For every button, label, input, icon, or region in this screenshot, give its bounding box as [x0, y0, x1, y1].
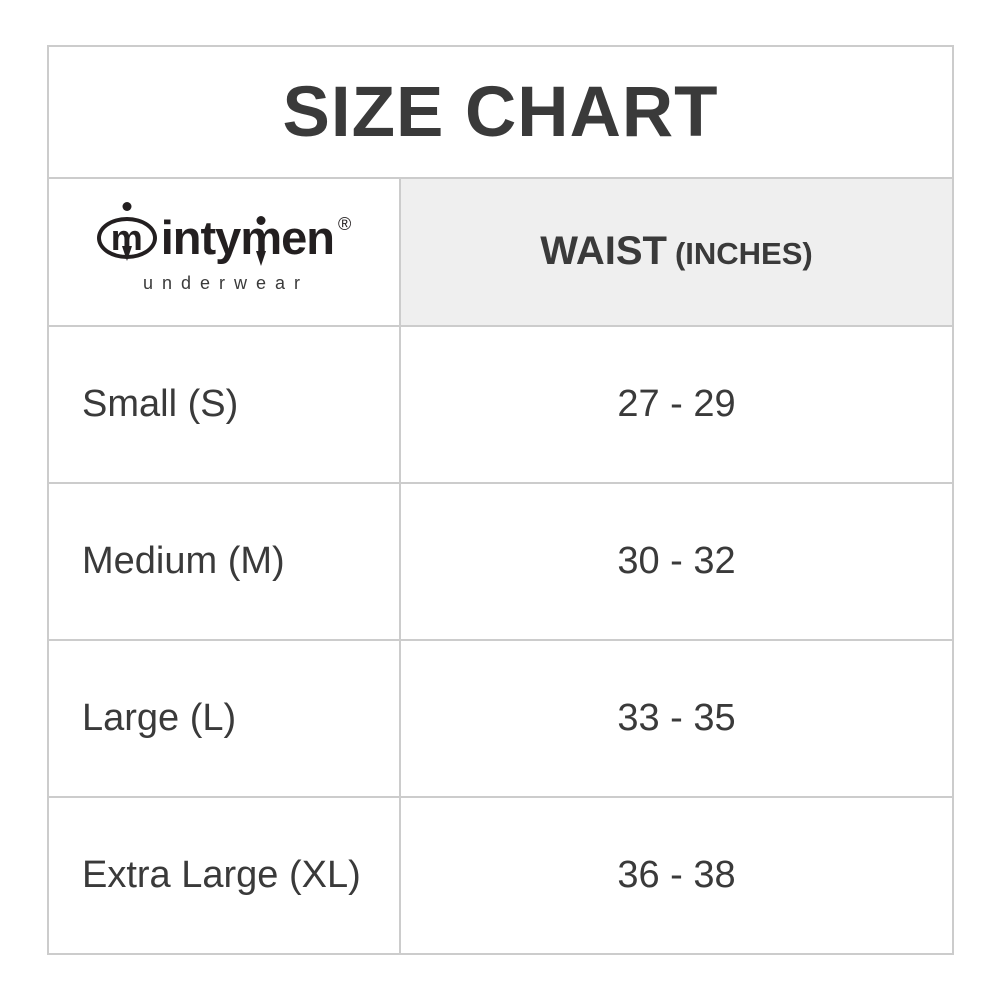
waist-header-cell: WAIST (INCHES) [401, 179, 952, 325]
waist-range-cell: 30 - 32 [617, 540, 736, 582]
waist-header-unit: (INCHES) [674, 236, 813, 271]
waist-header-label: WAIST [540, 229, 667, 273]
table-row-large: Large (L) 33 - 35 [49, 639, 952, 796]
intymen-monogram-icon: m [96, 217, 157, 259]
waist-range-cell: 36 - 38 [617, 854, 736, 896]
size-label-cell: Medium (M) [49, 484, 401, 639]
monogram-m: m [110, 217, 143, 259]
size-label-cell: Small (S) [49, 327, 401, 482]
size-label-cell: Large (L) [49, 641, 401, 796]
registered-trademark-icon: ® [337, 213, 352, 234]
brand-name-pre: inty [160, 210, 242, 264]
size-chart-table: SIZE CHART m intymen ® underwear WAIST (… [47, 45, 954, 955]
brand-name-m: m [240, 210, 282, 264]
waist-range-cell: 27 - 29 [617, 383, 736, 425]
brand-tagline: underwear [142, 273, 310, 294]
logo-main: m intymen ® [96, 210, 352, 265]
brand-cell: m intymen ® underwear [49, 179, 401, 325]
chart-title: SIZE CHART [282, 72, 719, 152]
waist-range-cell: 33 - 35 [617, 697, 736, 739]
brand-name: intymen [160, 210, 335, 265]
brand-name-post: en [281, 210, 335, 264]
table-row-medium: Medium (M) 30 - 32 [49, 482, 952, 639]
size-label-cell: Extra Large (XL) [49, 798, 401, 953]
table-row-extra-large: Extra Large (XL) 36 - 38 [49, 796, 952, 953]
table-row-small: Small (S) 27 - 29 [49, 325, 952, 482]
header-row: m intymen ® underwear WAIST (INCHES) [49, 177, 952, 325]
title-row: SIZE CHART [49, 47, 952, 177]
intymen-logo: m intymen ® underwear [96, 210, 352, 295]
